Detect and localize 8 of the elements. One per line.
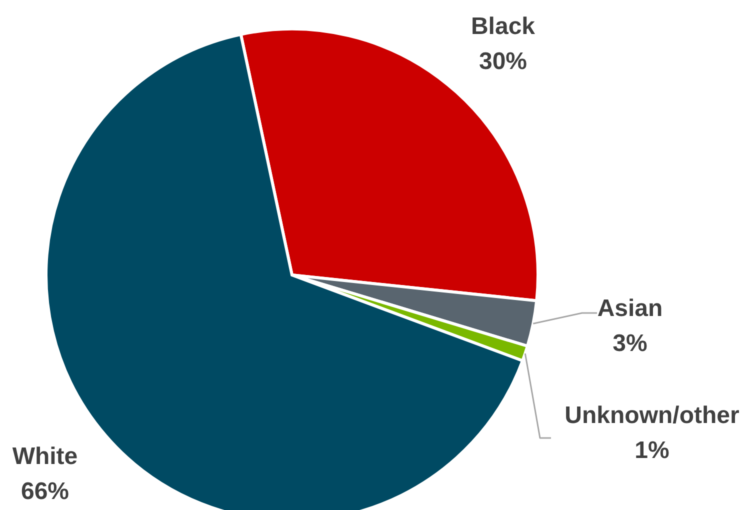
slice-label: Black	[470, 13, 536, 40]
data-label: 3%	[612, 330, 648, 357]
slice-label: Asian	[597, 295, 663, 322]
slice-label: White	[12, 443, 78, 470]
data-label: 1%	[634, 437, 670, 464]
data-label: 30%	[478, 48, 528, 75]
data-label: 66%	[20, 478, 70, 505]
slice-label: Unknown/other	[564, 402, 740, 429]
